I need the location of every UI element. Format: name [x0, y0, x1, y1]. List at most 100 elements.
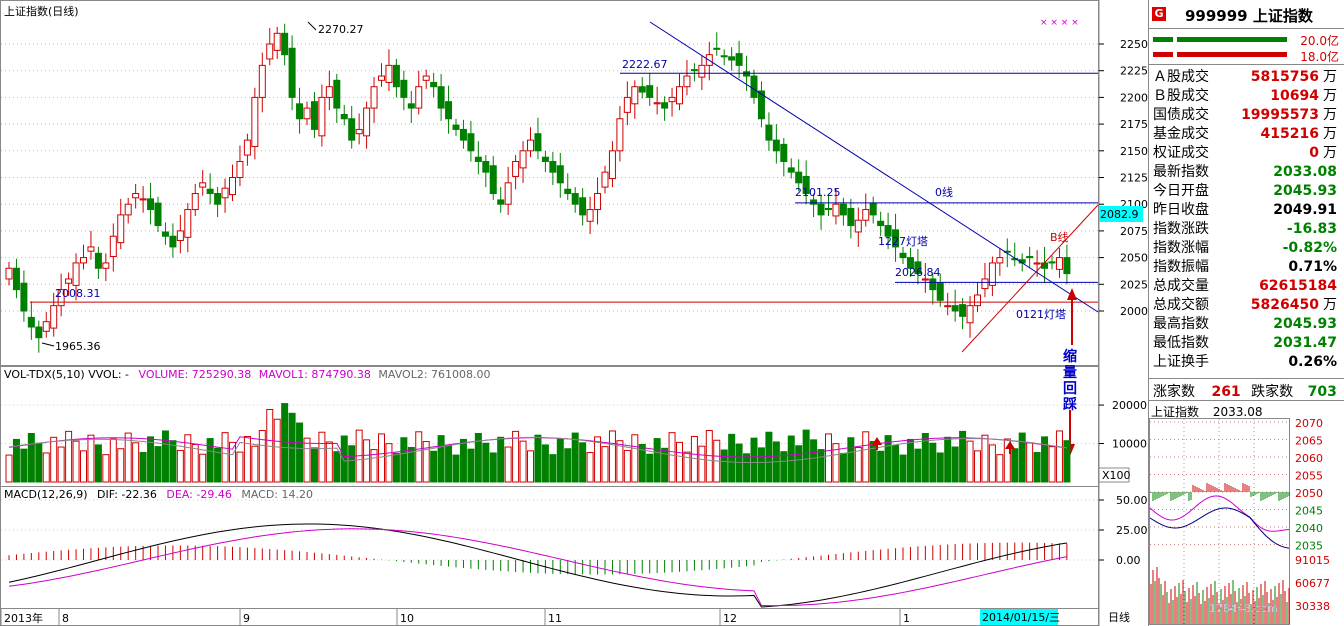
- quote-row-value: 0.71%: [1288, 259, 1337, 275]
- volume-bar: [489, 452, 497, 483]
- volume-bar: [705, 430, 713, 483]
- candle-body: [966, 305, 974, 324]
- divider: [1149, 400, 1344, 401]
- volume-bar: [57, 446, 65, 483]
- candle-body: [519, 150, 527, 169]
- volume-bar: [199, 453, 207, 483]
- quote-row: 最新指数 2033.08: [1153, 163, 1341, 182]
- candle-body: [772, 139, 780, 152]
- volume-bar: [653, 438, 661, 483]
- candle-body: [191, 193, 199, 211]
- candle-body: [296, 103, 304, 120]
- candle-body: [117, 214, 125, 244]
- bar2-value: 18.0亿: [1300, 50, 1339, 64]
- volume-bar: [817, 449, 825, 483]
- candle-body: [72, 262, 80, 286]
- candle-body: [415, 86, 423, 109]
- quote-row-label: 总成交额: [1153, 297, 1209, 313]
- volume-note-char: 踩: [1063, 396, 1077, 413]
- volume-value: VOLUME: 725290.38: [138, 368, 252, 381]
- up-arrow-marker: [1005, 441, 1015, 449]
- low-label: 1965.36: [55, 340, 101, 353]
- volume-bar: [385, 443, 393, 483]
- macd-y-label: 25.00: [1116, 524, 1148, 537]
- quote-row: 上证换手 0.26%: [1153, 353, 1341, 372]
- volume-bar: [214, 447, 222, 483]
- candle-body: [385, 64, 393, 83]
- candle-body: [944, 305, 952, 308]
- quote-row: 权证成交 0 万: [1153, 144, 1341, 163]
- candle-body: [608, 150, 616, 180]
- watermark: 178448.com: [1209, 602, 1278, 615]
- vol-indicator-label: VOL-TDX(5,10) VVOL: - VOLUME: 725290.38 …: [4, 368, 491, 381]
- divider: [1149, 378, 1344, 379]
- quote-row: 今日开盘 2045.93: [1153, 182, 1341, 201]
- dif-line: [8, 523, 1067, 608]
- quote-row-value: 2045.93: [1273, 183, 1337, 199]
- quote-row: 国债成交 19995573 万: [1153, 106, 1341, 125]
- volume-bar: [161, 430, 169, 483]
- candle-body: [407, 103, 415, 109]
- candle-body: [616, 118, 624, 152]
- volume-bar: [102, 454, 110, 483]
- volume-bar: [810, 439, 818, 483]
- candle-body: [288, 47, 296, 98]
- macd-y-label: 50.00: [1116, 494, 1148, 507]
- volume-bar: [936, 452, 944, 483]
- volume-bar: [333, 451, 341, 483]
- zero-line-label: 0线: [935, 185, 953, 199]
- main-chart-area[interactable]: 2250222522002175215021252100207520502025…: [0, 0, 1148, 626]
- volume-bar: [512, 430, 520, 483]
- mavol2-line: [8, 436, 1067, 464]
- volume-bar: [176, 449, 184, 483]
- stock-code-title: 999999 上证指数: [1185, 7, 1313, 25]
- volume-bar: [802, 429, 810, 483]
- volume-bar: [452, 454, 460, 483]
- candle-body: [221, 187, 229, 199]
- candle-body: [147, 198, 155, 211]
- candle-body: [50, 305, 58, 329]
- quote-row-label: 昨日收盘: [1153, 202, 1209, 218]
- scale-tag-label: X100: [1102, 469, 1131, 482]
- macd-label: MACD(12,26,9): [4, 488, 88, 501]
- volume-note-char: 量: [1063, 365, 1077, 381]
- level-2222-label: 2222.67: [622, 58, 668, 71]
- x-axis-label: 12: [723, 612, 737, 625]
- volume-bar: [541, 444, 549, 483]
- candle-body: [251, 96, 259, 148]
- mavol1-value: MAVOL1: 874790.38: [258, 368, 371, 381]
- volume-bar: [392, 452, 400, 483]
- volume-bar: [20, 448, 28, 483]
- date-tag-label: 2014/01/15/三: [982, 611, 1060, 624]
- x-axis-label: 9: [243, 612, 250, 625]
- high-label: 2270.27: [318, 23, 364, 36]
- candle-body: [653, 102, 661, 105]
- candle-body: [735, 53, 743, 66]
- quote-sidebar: G 999999 上证指数 20.0亿 18.0亿 Ａ股成交 5815756 万 Ｂ股…: [1148, 0, 1344, 626]
- volume-bar: [832, 443, 840, 483]
- x-axis-label: 1: [903, 612, 910, 625]
- y-tick-label: 2000: [1120, 305, 1148, 318]
- candle-body: [720, 55, 728, 58]
- volume-bar: [504, 446, 512, 483]
- candle-body: [139, 198, 147, 201]
- mini-avg-line: [1149, 495, 1290, 532]
- volume-bar: [1018, 432, 1026, 483]
- candle-body: [109, 235, 117, 258]
- quote-row: 昨日收盘 2049.91: [1153, 201, 1341, 220]
- g-icon[interactable]: G: [1152, 7, 1166, 21]
- quote-row: 总成交量 62615184: [1153, 277, 1341, 296]
- volume-bar: [310, 447, 318, 483]
- candle-body: [5, 267, 13, 280]
- volume-bar: [959, 430, 967, 483]
- candle-body: [906, 257, 914, 269]
- candle-body: [795, 171, 803, 184]
- volume-bar: [258, 430, 266, 483]
- volume-bar: [743, 453, 751, 483]
- volume-bar: [594, 436, 602, 483]
- volume-bar: [549, 454, 557, 483]
- candle-body: [690, 69, 698, 72]
- rise-fall-row: 涨家数 261 跌家数 703: [1153, 381, 1337, 401]
- dea-value: DEA: -29.46: [166, 488, 232, 501]
